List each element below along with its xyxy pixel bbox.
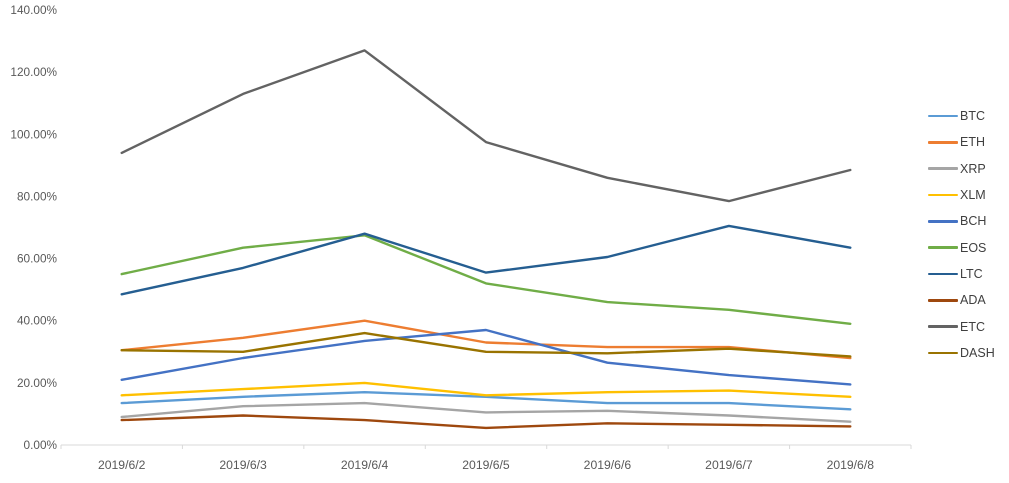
legend-swatch-eos [928, 246, 958, 249]
x-tick-label: 2019/6/4 [341, 458, 389, 472]
y-tick-label: 20.00% [17, 376, 58, 390]
legend-item-xrp: XRP [928, 156, 995, 182]
legend-swatch-xlm [928, 193, 958, 197]
legend-swatch-xrp [928, 167, 958, 171]
legend-item-etc: ETC [928, 313, 995, 339]
y-tick-label: 0.00% [24, 438, 58, 452]
legend-label: ADA [960, 293, 986, 308]
legend-swatch-dash [928, 351, 958, 355]
series-line-etc [120, 49, 852, 203]
legend-item-btc: BTC [928, 103, 995, 129]
y-tick-label: 40.00% [17, 314, 58, 328]
x-tick-label: 2019/6/8 [827, 458, 875, 472]
legend-swatch-ada [928, 298, 958, 302]
legend-label: XLM [960, 188, 986, 203]
series-line-dash [120, 331, 852, 358]
series-line-ada [120, 414, 852, 430]
legend-item-ada: ADA [928, 287, 995, 313]
legend-item-ltc: LTC [928, 261, 995, 287]
x-tick-label: 2019/6/3 [219, 458, 267, 472]
legend-swatch-ltc [928, 272, 958, 276]
x-tick-label: 2019/6/2 [98, 458, 146, 472]
y-tick-label: 60.00% [17, 252, 58, 266]
y-tick-label: 80.00% [17, 189, 58, 203]
x-tick-label: 2019/6/7 [705, 458, 753, 472]
legend-item-eth: ETH [928, 129, 995, 155]
legend-label: BCH [960, 214, 987, 229]
legend-label: ETH [960, 135, 985, 150]
legend-label: LTC [960, 266, 983, 281]
legend-item-bch: BCH [928, 208, 995, 234]
legend-swatch-btc [928, 114, 958, 118]
series-line-btc [120, 391, 852, 411]
series-line-ltc [120, 224, 852, 296]
series-line-xrp [120, 401, 852, 423]
y-tick-label: 100.00% [10, 127, 57, 141]
series-line-eth [120, 319, 852, 360]
series-line-eos [120, 234, 852, 325]
legend-item-dash: DASH [928, 340, 995, 366]
series-line-bch [120, 328, 852, 386]
legend: BTC ETH XRP XLM BCH EOS LTC ADA ETC DASH [928, 103, 995, 366]
legend-label: ETC [960, 319, 985, 334]
legend-item-xlm: XLM [928, 182, 995, 208]
x-tick-label: 2019/6/5 [462, 458, 510, 472]
legend-label: XRP [960, 161, 986, 176]
legend-item-eos: EOS [928, 234, 995, 260]
legend-swatch-etc [928, 325, 958, 328]
series-line-xlm [120, 381, 852, 398]
legend-label: BTC [960, 109, 985, 124]
y-tick-label: 140.00% [10, 3, 57, 17]
legend-swatch-bch [928, 220, 958, 223]
x-tick-label: 2019/6/6 [584, 458, 632, 472]
legend-label: DASH [960, 345, 995, 360]
y-tick-label: 120.00% [10, 65, 57, 79]
legend-label: EOS [960, 240, 987, 255]
legend-swatch-eth [928, 141, 958, 144]
